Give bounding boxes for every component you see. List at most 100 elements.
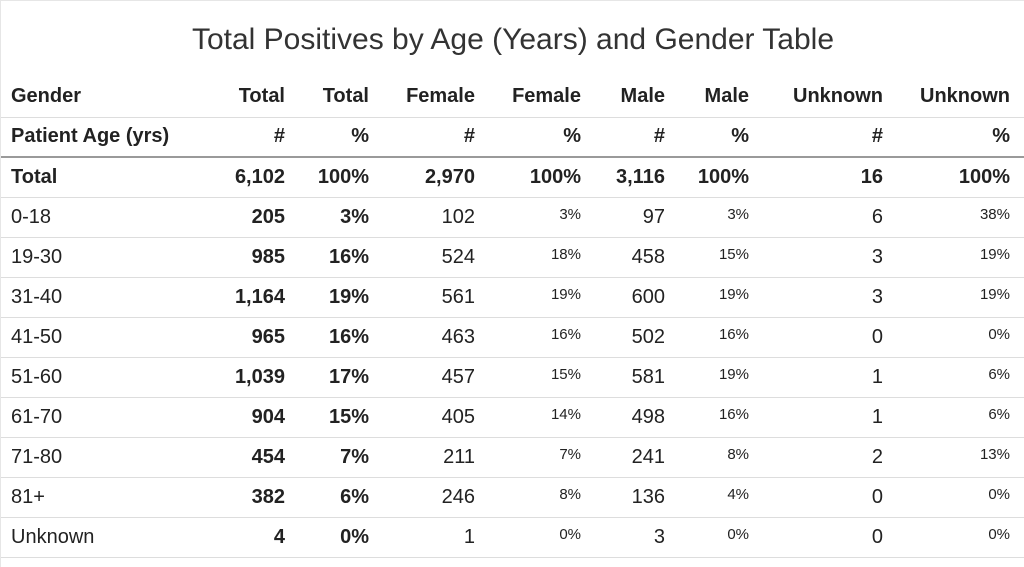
header-cell: % xyxy=(475,117,581,158)
table-cell: 16% xyxy=(475,317,581,358)
table-row: Unknown 4 0% 1 0% 3 0% 0 0% xyxy=(1,517,1024,558)
header-cell: Total xyxy=(201,77,285,118)
table-cell: 3 xyxy=(749,237,883,278)
positives-table: Gender Total Total Female Female Male Ma… xyxy=(1,77,1024,558)
table-cell: 6,102 xyxy=(201,157,285,198)
table-title: Total Positives by Age (Years) and Gende… xyxy=(191,23,835,56)
table-cell: 3 xyxy=(749,277,883,318)
table-body: Total 6,102 100% 2,970 100% 3,116 100% 16 100% 0-… xyxy=(1,157,1024,558)
table-cell: 19% xyxy=(285,277,369,318)
table-cell: 19% xyxy=(883,237,1024,278)
row-label-cell: 51-60 xyxy=(1,357,201,398)
table-cell: 14% xyxy=(475,397,581,438)
table-cell: 136 xyxy=(581,477,665,518)
header-cell: # xyxy=(369,117,475,158)
table-cell: 3,116 xyxy=(581,157,665,198)
table-row: 41-50 965 16% 463 16% 502 16% 0 0% xyxy=(1,317,1024,358)
table-cell: 8% xyxy=(665,437,749,478)
row-label-cell: 41-50 xyxy=(1,317,201,358)
table-cell: 100% xyxy=(475,157,581,198)
header-row-gender: Gender Total Total Female Female Male Ma… xyxy=(1,77,1024,118)
table-cell: 904 xyxy=(201,397,285,438)
table-cell: 205 xyxy=(201,197,285,238)
row-label-cell: 81+ xyxy=(1,477,201,518)
table-cell: 4% xyxy=(665,477,749,518)
table-cell: 15% xyxy=(475,357,581,398)
row-label-cell: 61-70 xyxy=(1,397,201,438)
header-cell: Female xyxy=(369,77,475,118)
table-cell: 3% xyxy=(475,197,581,238)
table-cell: 382 xyxy=(201,477,285,518)
header-cell: Patient Age (yrs) xyxy=(1,117,201,158)
table-cell: 100% xyxy=(883,157,1024,198)
header-cell: # xyxy=(201,117,285,158)
table-cell: 3% xyxy=(665,197,749,238)
table-cell: 6 xyxy=(749,197,883,238)
table-cell: 6% xyxy=(883,357,1024,398)
table-cell: 502 xyxy=(581,317,665,358)
table-cell: 0% xyxy=(665,517,749,558)
table-cell: 0 xyxy=(749,517,883,558)
table-cell: 4 xyxy=(201,517,285,558)
table-cell: 0% xyxy=(883,317,1024,358)
table-cell: 3 xyxy=(581,517,665,558)
table-cell: 0% xyxy=(475,517,581,558)
row-label-cell: Total xyxy=(1,157,201,198)
row-label-cell: 0-18 xyxy=(1,197,201,238)
table-cell: 19% xyxy=(665,357,749,398)
header-cell: % xyxy=(285,117,369,158)
header-cell: % xyxy=(665,117,749,158)
table-cell: 2,970 xyxy=(369,157,475,198)
table-cell: 0 xyxy=(749,317,883,358)
table-cell: 246 xyxy=(369,477,475,518)
table-cell: 498 xyxy=(581,397,665,438)
table-cell: 1 xyxy=(749,357,883,398)
row-label-cell: 19-30 xyxy=(1,237,201,278)
table-cell: 1 xyxy=(749,397,883,438)
table-cell: 211 xyxy=(369,437,475,478)
table-cell: 0% xyxy=(883,517,1024,558)
table-cell: 6% xyxy=(285,477,369,518)
table-cell: 1,164 xyxy=(201,277,285,318)
table-row: 71-80 454 7% 211 7% 241 8% 2 13% xyxy=(1,437,1024,478)
table-cell: 100% xyxy=(665,157,749,198)
row-label-cell: Unknown xyxy=(1,517,201,558)
table-cell: 454 xyxy=(201,437,285,478)
table-cell: 8% xyxy=(475,477,581,518)
table-cell: 3% xyxy=(285,197,369,238)
table-cell: 15% xyxy=(665,237,749,278)
table-cell: 457 xyxy=(369,357,475,398)
header-cell: Total xyxy=(285,77,369,118)
table-row: 19-30 985 16% 524 18% 458 15% 3 19% xyxy=(1,237,1024,278)
table-cell: 18% xyxy=(475,237,581,278)
table-cell: 581 xyxy=(581,357,665,398)
header-cell: Unknown xyxy=(749,77,883,118)
header-cell: % xyxy=(883,117,1024,158)
table-cell: 7% xyxy=(475,437,581,478)
table-cell: 19% xyxy=(883,277,1024,318)
table-cell: 405 xyxy=(369,397,475,438)
header-cell: Female xyxy=(475,77,581,118)
header-cell: Male xyxy=(665,77,749,118)
table-cell: 0 xyxy=(749,477,883,518)
table-row: 31-40 1,164 19% 561 19% 600 19% 3 19% xyxy=(1,277,1024,318)
table-cell: 19% xyxy=(665,277,749,318)
header-cell: # xyxy=(749,117,883,158)
table-row: 61-70 904 15% 405 14% 498 16% 1 6% xyxy=(1,397,1024,438)
row-label-cell: 71-80 xyxy=(1,437,201,478)
table-cell: 13% xyxy=(883,437,1024,478)
table-cell: 19% xyxy=(475,277,581,318)
table-cell: 600 xyxy=(581,277,665,318)
table-row: 51-60 1,039 17% 457 15% 581 19% 1 6% xyxy=(1,357,1024,398)
table-row: 81+ 382 6% 246 8% 136 4% 0 0% xyxy=(1,477,1024,518)
table-cell: 16 xyxy=(749,157,883,198)
table-cell: 17% xyxy=(285,357,369,398)
row-label-cell: 31-40 xyxy=(1,277,201,318)
table-cell: 241 xyxy=(581,437,665,478)
table-cell: 38% xyxy=(883,197,1024,238)
table-cell: 16% xyxy=(285,317,369,358)
table-cell: 0% xyxy=(285,517,369,558)
table-cell: 102 xyxy=(369,197,475,238)
table-cell: 965 xyxy=(201,317,285,358)
